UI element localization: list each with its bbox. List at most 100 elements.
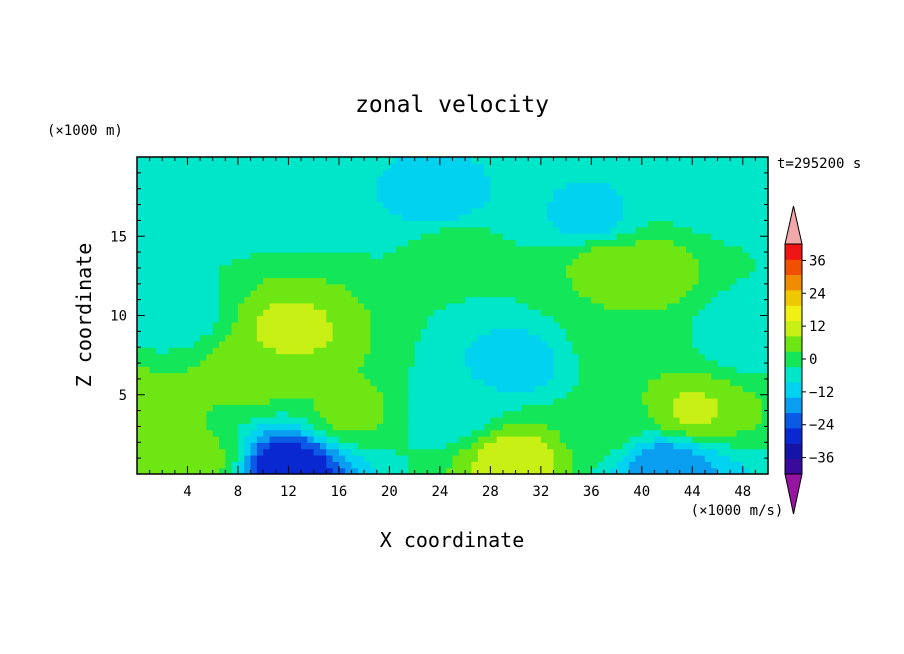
field-cell [212, 220, 220, 228]
field-cell [446, 188, 454, 196]
field-cell [168, 321, 176, 329]
field-cell [446, 461, 454, 469]
field-cell [193, 467, 201, 474]
field-cell [446, 176, 454, 183]
field-cell [540, 302, 548, 310]
field-cell [749, 334, 756, 342]
field-cell [585, 207, 592, 215]
field-cell [313, 334, 321, 342]
field-cell [452, 397, 460, 405]
field-cell [237, 163, 245, 171]
field-cell [319, 226, 327, 234]
field-cell [566, 283, 573, 291]
field-cell [187, 258, 195, 266]
field-cell [332, 353, 340, 361]
field-cell [502, 264, 510, 272]
field-cell [263, 290, 271, 298]
field-cell [730, 404, 738, 412]
field-cell [269, 347, 277, 355]
field-cell [193, 245, 201, 253]
field-cell [515, 359, 523, 367]
field-cell [591, 448, 599, 456]
field-cell [433, 340, 441, 348]
field-cell [566, 372, 573, 380]
field-cell [717, 226, 725, 234]
field-cell [490, 283, 498, 291]
field-cell [578, 410, 586, 418]
field-cell [206, 302, 214, 310]
field-cell [742, 467, 750, 474]
field-cell [717, 359, 725, 367]
field-cell [547, 442, 555, 450]
field-cell [282, 391, 290, 399]
field-cell [433, 416, 441, 424]
field-cell [730, 334, 738, 342]
field-cell [629, 404, 637, 412]
field-cell [610, 176, 618, 183]
field-cell [275, 201, 283, 209]
field-cell [521, 264, 529, 272]
field-cell [137, 372, 144, 380]
field-cell [610, 163, 618, 171]
field-cell [420, 245, 428, 253]
field-cell [540, 296, 548, 304]
field-cell [648, 467, 656, 474]
field-cell [553, 157, 561, 164]
field-cell [200, 340, 208, 348]
field-cell [755, 416, 763, 424]
field-cell [761, 378, 768, 386]
field-cell [319, 271, 327, 279]
field-cell [622, 315, 630, 323]
field-cell [439, 448, 447, 456]
field-cell [376, 315, 384, 323]
field-cell [427, 461, 435, 469]
field-cell [288, 340, 296, 348]
field-cell [559, 372, 567, 380]
field-cell [427, 283, 435, 291]
field-cell [521, 359, 529, 367]
field-cell [496, 182, 504, 190]
field-cell [629, 315, 637, 323]
field-cell [635, 239, 643, 247]
field-cell [667, 239, 674, 247]
field-cell [187, 454, 195, 462]
field-cell [408, 442, 416, 450]
field-cell [200, 391, 208, 399]
field-cell [717, 264, 725, 272]
field-cell [685, 321, 693, 329]
field-cell [338, 328, 346, 336]
field-cell [433, 176, 441, 183]
field-cell [288, 353, 296, 361]
field-cell [206, 252, 214, 260]
field-cell [231, 378, 239, 386]
field-cell [301, 277, 308, 285]
field-cell [553, 397, 561, 405]
field-cell [673, 258, 681, 266]
field-cell [603, 321, 611, 329]
field-cell [181, 454, 189, 462]
field-cell [635, 176, 643, 183]
field-cell [704, 334, 712, 342]
field-cell [635, 277, 643, 285]
field-cell [572, 442, 580, 450]
field-cell [181, 328, 189, 336]
field-cell [427, 163, 435, 171]
field-cell [313, 328, 321, 336]
field-cell [749, 264, 756, 272]
field-cell [534, 353, 542, 361]
field-cell [477, 397, 485, 405]
velocity-field [137, 157, 768, 474]
field-cell [414, 347, 422, 355]
field-cell [496, 220, 504, 228]
field-cell [742, 283, 750, 291]
field-cell [692, 328, 700, 336]
field-cell [383, 340, 390, 348]
field-cell [212, 416, 220, 424]
field-cell [559, 245, 567, 253]
field-cell [502, 347, 510, 355]
field-cell [181, 277, 189, 285]
field-cell [471, 176, 479, 183]
field-cell [553, 385, 561, 393]
field-cell [597, 239, 605, 247]
field-cell [591, 220, 599, 228]
